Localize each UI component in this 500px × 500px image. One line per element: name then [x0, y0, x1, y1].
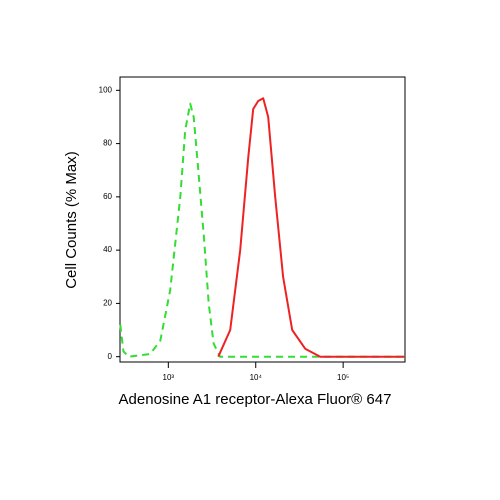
- x-axis-label: Adenosine A1 receptor-Alexa Fluor® 647: [119, 391, 392, 408]
- plot-frame: [119, 76, 406, 363]
- y-tick-label: 20: [103, 299, 112, 308]
- y-tick-label: 100: [99, 85, 113, 94]
- y-tick-label: 40: [103, 245, 112, 254]
- y-axis-label: Cell Counts (% Max): [63, 151, 80, 289]
- x-tick-label: 10⁴: [250, 373, 263, 382]
- histogram-line: [217, 97, 405, 358]
- x-tick-label: 10⁵: [337, 373, 349, 382]
- y-tick-label: 60: [103, 192, 112, 201]
- histogram-line: [119, 102, 405, 358]
- y-tick-label: 0: [108, 352, 113, 361]
- y-tick-label: 80: [103, 139, 112, 148]
- x-tick-label: 10³: [163, 373, 175, 382]
